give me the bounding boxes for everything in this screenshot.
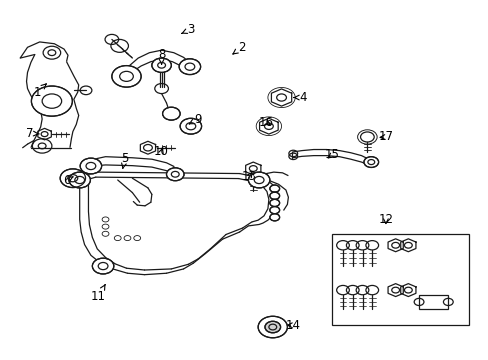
Text: 10: 10 (154, 145, 169, 158)
Circle shape (269, 199, 279, 207)
Circle shape (152, 58, 171, 72)
Text: 14: 14 (285, 319, 300, 332)
Circle shape (166, 168, 183, 181)
Text: 17: 17 (378, 130, 393, 144)
Text: 15: 15 (324, 148, 339, 161)
Text: 12: 12 (378, 213, 393, 226)
Circle shape (269, 214, 279, 221)
Text: 8: 8 (158, 48, 165, 64)
Circle shape (180, 118, 201, 134)
Circle shape (264, 321, 280, 333)
Text: 7: 7 (26, 127, 39, 140)
Circle shape (363, 157, 378, 167)
Circle shape (80, 158, 102, 174)
Text: 3: 3 (182, 23, 194, 36)
Circle shape (179, 59, 200, 75)
Text: 11: 11 (91, 285, 105, 303)
Circle shape (269, 185, 279, 192)
Circle shape (31, 86, 72, 116)
Text: 9: 9 (189, 113, 202, 126)
Circle shape (269, 207, 279, 214)
Circle shape (92, 258, 114, 274)
Text: 5: 5 (121, 152, 128, 168)
Circle shape (269, 192, 279, 199)
Circle shape (258, 316, 287, 338)
Text: 2: 2 (232, 41, 245, 54)
Circle shape (248, 172, 269, 188)
Text: 1: 1 (34, 84, 46, 99)
Text: 16: 16 (259, 116, 273, 129)
Bar (331, 234, 468, 325)
Bar (418, 295, 447, 309)
Text: 13: 13 (242, 170, 256, 183)
Circle shape (69, 172, 90, 188)
Text: 6: 6 (62, 174, 73, 186)
Circle shape (60, 169, 85, 188)
Text: 4: 4 (293, 91, 306, 104)
Circle shape (112, 66, 141, 87)
Circle shape (162, 107, 180, 120)
